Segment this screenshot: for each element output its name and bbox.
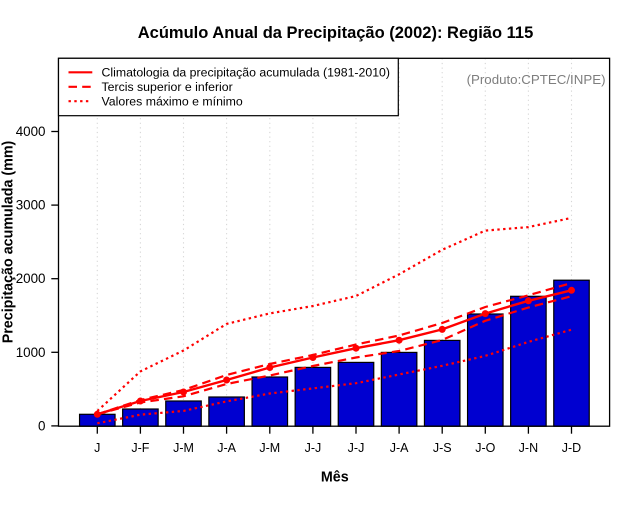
svg-text:Precipitação acumulada (mm): Precipitação acumulada (mm) [1,140,17,343]
svg-text:J-S: J-S [433,441,452,455]
svg-text:J-J: J-J [305,441,322,455]
svg-text:J-D: J-D [562,441,581,455]
svg-text:J-O: J-O [475,441,495,455]
svg-text:J-A: J-A [390,441,409,455]
svg-text:1000: 1000 [16,345,46,360]
svg-text:J: J [94,441,100,455]
svg-text:J-J: J-J [348,441,365,455]
svg-text:J-N: J-N [519,441,538,455]
svg-text:Mês: Mês [321,469,349,485]
svg-text:(Produto:CPTEC/INPE): (Produto:CPTEC/INPE) [467,72,606,87]
svg-text:Climatologia da precipitação a: Climatologia da precipitação acumulada (… [102,66,390,80]
svg-text:4000: 4000 [16,124,46,139]
svg-text:J-A: J-A [217,441,236,455]
svg-text:2000: 2000 [16,271,46,286]
svg-text:3000: 3000 [16,198,46,213]
svg-text:Acúmulo Anual da Precipitação: Acúmulo Anual da Precipitação (2002): Re… [138,24,534,42]
svg-text:0: 0 [38,418,45,433]
svg-text:Valores máximo e mínimo: Valores máximo e mínimo [102,95,243,109]
svg-text:J-M: J-M [173,441,194,455]
svg-text:J-F: J-F [131,441,149,455]
svg-text:Tercis superior e inferior: Tercis superior e inferior [102,80,233,94]
svg-text:J-M: J-M [259,441,280,455]
